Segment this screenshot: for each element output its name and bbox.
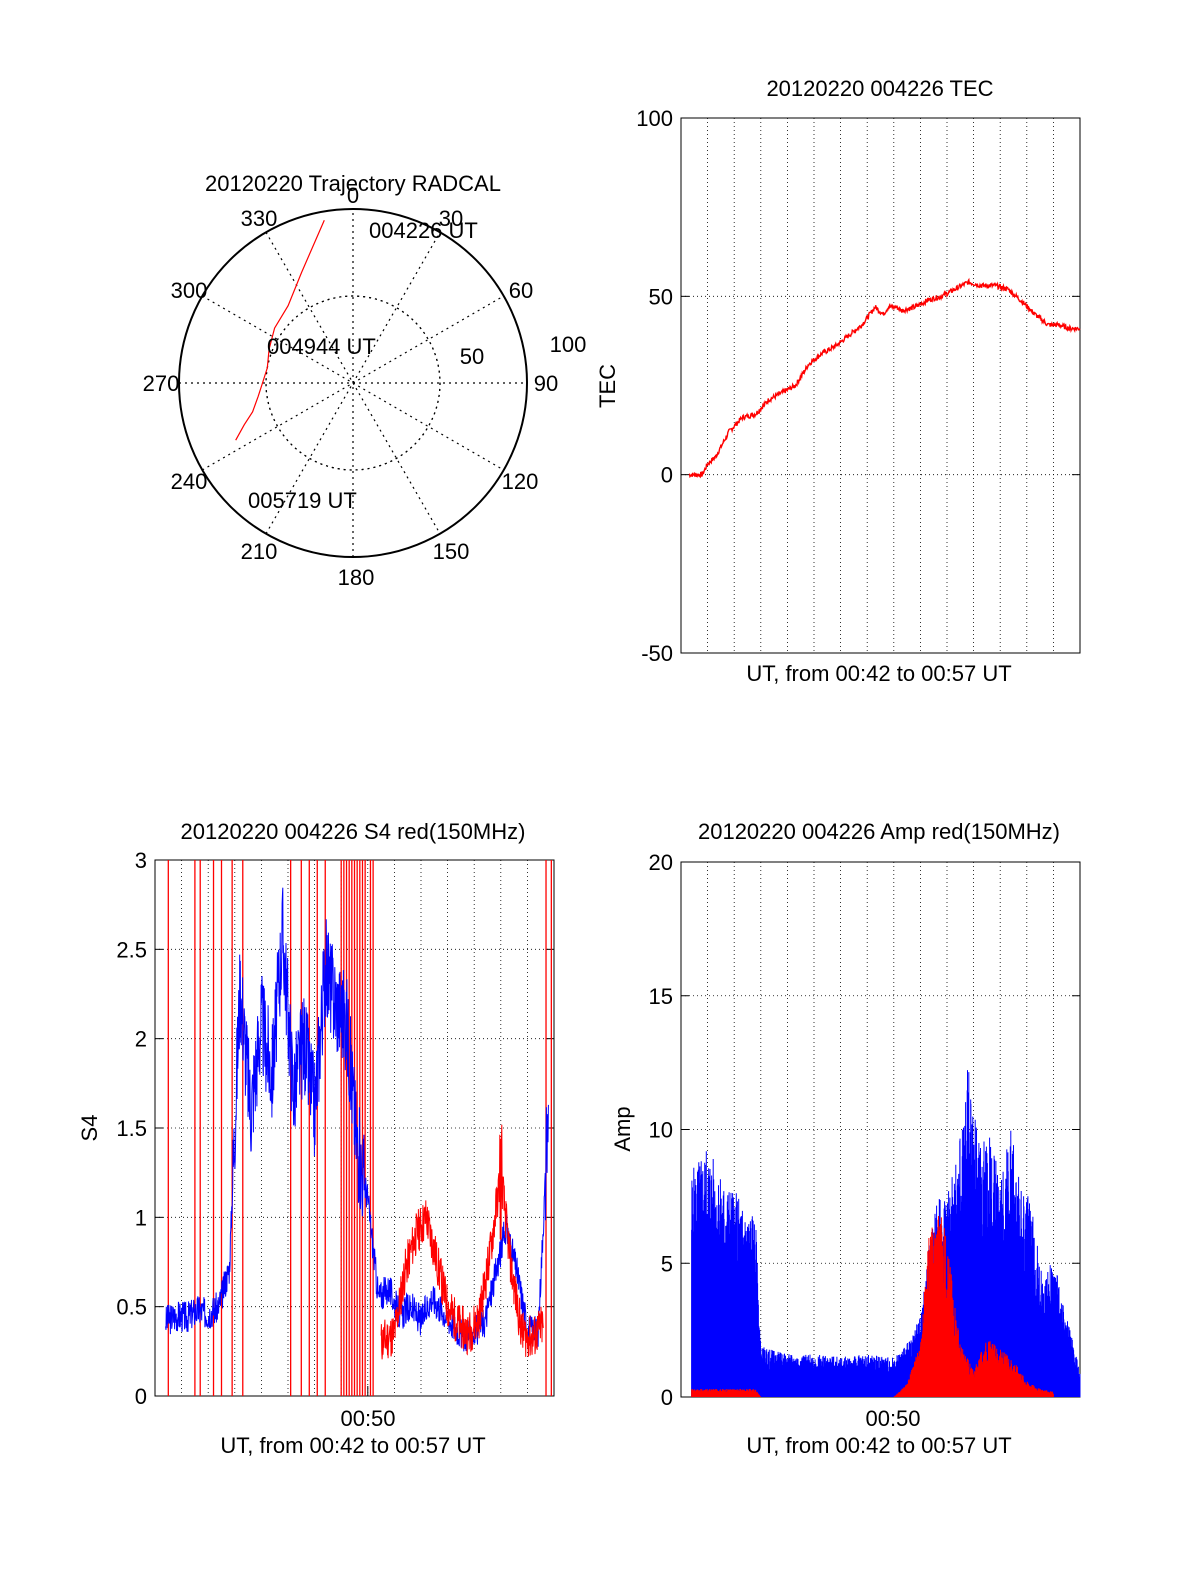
- ring-label-100: 100: [550, 332, 587, 357]
- s4-panel: 20120220 004226 S4 red(150MHz) 0 0.5 1 1.5 2…: [77, 819, 555, 1458]
- y-tick-label: 20: [649, 850, 673, 875]
- ring-label-50: 50: [460, 344, 484, 369]
- y-tick-label: 2: [135, 1027, 147, 1052]
- amp-xtick-label: 00:50: [865, 1406, 920, 1431]
- track-label-mid: 004944 UT: [267, 334, 376, 359]
- y-tick-label: 0: [661, 1385, 673, 1410]
- y-tick-label: 0: [135, 1384, 147, 1409]
- tec-ylabel: TEC: [595, 364, 620, 408]
- tec-series-line: [688, 277, 1081, 479]
- amp-ylabel: Amp: [610, 1106, 635, 1151]
- tec-panel: 20120220 004226 TEC -50 0 50 100 TEC UT, fr…: [595, 76, 1081, 686]
- s4-red-series: [380, 1124, 544, 1360]
- s4-blue-series: [165, 887, 549, 1352]
- y-tick-label: 5: [661, 1251, 673, 1276]
- azimuth-label-270: 270: [143, 371, 180, 396]
- y-tick-label: 10: [649, 1118, 673, 1143]
- tec-xlabel: UT, from 00:42 to 00:57 UT: [746, 661, 1011, 686]
- azimuth-label-300: 300: [171, 278, 208, 303]
- amp-title: 20120220 004226 Amp red(150MHz): [698, 819, 1060, 844]
- y-tick-label: 15: [649, 984, 673, 1009]
- polar-title: 20120220 Trajectory RADCAL: [205, 171, 501, 196]
- y-tick-label: 1: [135, 1205, 147, 1230]
- s4-red-spikes: [167, 860, 552, 1396]
- y-tick-label: 0.5: [116, 1295, 147, 1320]
- polar-panel: 20120220 Trajectory RADCAL 0 30 60 90 120 150…: [143, 171, 587, 590]
- tec-y-ticks: -50 0 50 100: [636, 106, 1080, 666]
- s4-title: 20120220 004226 S4 red(150MHz): [181, 819, 526, 844]
- y-tick-label: 1.5: [116, 1116, 147, 1141]
- azimuth-label-90: 90: [534, 371, 558, 396]
- tec-title: 20120220 004226 TEC: [766, 76, 993, 101]
- polar-azimuth-labels: 0 30 60 90 120 150 180 210 240 270 300 330: [143, 183, 559, 590]
- y-tick-label: 2.5: [116, 937, 147, 962]
- y-tick-label: 100: [636, 106, 673, 131]
- s4-y-ticks: 0 0.5 1 1.5 2 2.5 3: [116, 848, 554, 1409]
- amp-y-ticks: 0 5 10 15 20: [649, 850, 1080, 1410]
- azimuth-label-60: 60: [509, 278, 533, 303]
- amp-panel: 20120220 004226 Amp red(150MHz) 0 5 10 15 20…: [610, 819, 1081, 1458]
- polar-grid: [179, 209, 527, 557]
- azimuth-label-30: 30: [439, 206, 463, 231]
- s4-xtick-label: 00:50: [340, 1406, 395, 1431]
- tec-plot-area: [680, 117, 1081, 654]
- azimuth-label-120: 120: [502, 469, 539, 494]
- s4-ylabel: S4: [77, 1115, 102, 1142]
- polar-ring-inner: [265, 295, 441, 471]
- polar-outer-ring: [178, 208, 528, 558]
- azimuth-label-150: 150: [433, 539, 470, 564]
- azimuth-label-330: 330: [241, 206, 278, 231]
- track-label-start: 004226 UT: [369, 218, 478, 243]
- y-tick-label: 3: [135, 848, 147, 873]
- tec-grid: [681, 118, 1080, 653]
- amp-red-series: [691, 1216, 1054, 1397]
- azimuth-label-0: 0: [347, 183, 359, 208]
- amp-xlabel: UT, from 00:42 to 00:57 UT: [746, 1433, 1011, 1458]
- track-label-end: 005719 UT: [248, 488, 357, 513]
- trajectory-track: [235, 219, 325, 441]
- azimuth-label-210: 210: [241, 539, 278, 564]
- polar-spoke-150: [265, 232, 441, 534]
- y-tick-label: 50: [649, 284, 673, 309]
- y-tick-label: -50: [641, 641, 673, 666]
- s4-xlabel: UT, from 00:42 to 00:57 UT: [220, 1433, 485, 1458]
- azimuth-label-180: 180: [338, 565, 375, 590]
- y-tick-label: 0: [661, 463, 673, 488]
- azimuth-label-240: 240: [171, 469, 208, 494]
- amp-blue-series: [691, 1070, 1081, 1397]
